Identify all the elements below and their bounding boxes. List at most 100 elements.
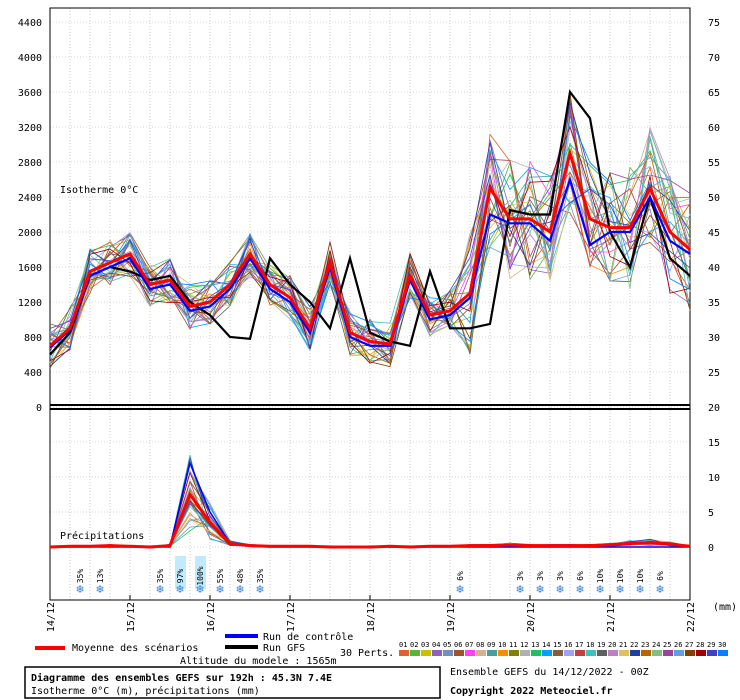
member-legend-label: 20	[608, 641, 616, 649]
y-left-tick-label: 400	[24, 368, 42, 379]
snowflake-icon: ❄	[215, 583, 224, 596]
member-legend-swatch	[663, 650, 673, 656]
snow-prob-label: 6%	[576, 571, 585, 581]
y-left-tick-label: 1200	[18, 298, 42, 309]
member-legend-swatch	[597, 650, 607, 656]
y-right-tick-label: 20	[708, 403, 720, 414]
member-legend-label: 09	[487, 641, 495, 649]
member-legend-swatch	[630, 650, 640, 656]
y-right-tick-label: 75	[708, 18, 720, 29]
member-legend-swatch	[542, 650, 552, 656]
y-left-tick-label: 1600	[18, 263, 42, 274]
y-left-tick-label: 4400	[18, 18, 42, 29]
snowflake-icon: ❄	[95, 583, 104, 596]
y-right-tick-label: 35	[708, 298, 720, 309]
y-right-tick-label: 50	[708, 193, 720, 204]
snow-prob-label: 10%	[616, 569, 625, 584]
snowflake-icon: ❄	[635, 583, 644, 596]
member-legend-swatch	[641, 650, 651, 656]
member-legend-label: 26	[674, 641, 682, 649]
footer-subtitle: Isotherme 0°C (m), précipitations (mm)	[31, 685, 260, 697]
member-line-28	[49, 125, 691, 364]
y-left-tick-label: 2800	[18, 158, 42, 169]
member-legend-swatch	[443, 650, 453, 656]
member-legend-swatch	[498, 650, 508, 656]
y-left-tick-label: 2400	[18, 193, 42, 204]
member-legend-swatch	[718, 650, 728, 656]
legend-control-label: Run de contrôle	[263, 631, 353, 643]
y-left-tick-label: 4000	[18, 53, 42, 64]
member-legend-swatch	[608, 650, 618, 656]
member-legend-swatch	[685, 650, 695, 656]
member-legend-label: 29	[707, 641, 715, 649]
y-right-precip-tick: 10	[708, 473, 720, 484]
snow-prob-label: 35%	[256, 569, 265, 584]
y-right-precip-tick: 0	[708, 543, 714, 554]
snow-prob-label: 100%	[196, 566, 205, 585]
legend-gfs-label: Run GFS	[263, 643, 305, 654]
snow-prob-label: 6%	[656, 571, 665, 581]
member-legend-label: 24	[652, 641, 660, 649]
member-precip-line-08	[49, 503, 691, 548]
x-tick-label: 16/12	[206, 602, 217, 632]
member-legend-swatch	[531, 650, 541, 656]
member-legend-swatch	[520, 650, 530, 656]
member-precip-line-25	[49, 503, 691, 548]
member-legend-swatch	[432, 650, 442, 656]
footer-box	[24, 666, 441, 699]
snowflake-icon: ❄	[455, 583, 464, 596]
snowflake-icon: ❄	[155, 583, 164, 596]
snow-prob-label: 55%	[216, 569, 225, 584]
member-legend-label: 23	[641, 641, 649, 649]
member-legend-label: 17	[575, 641, 583, 649]
member-legend-label: 18	[586, 641, 594, 649]
y-left-tick-label: 2000	[18, 228, 42, 239]
y-right-tick-label: 55	[708, 158, 720, 169]
plot-frame	[49, 7, 691, 601]
snowflake-icon: ❄	[175, 583, 184, 596]
member-legend-label: 21	[619, 641, 627, 649]
snowflake-icon: ❄	[595, 583, 604, 596]
snow-prob-label: 10%	[596, 569, 605, 584]
member-legend-swatch	[421, 650, 431, 656]
member-legend-label: 01	[399, 641, 407, 649]
y-right-tick-label: 45	[708, 228, 720, 239]
snow-prob-label: 6%	[456, 571, 465, 581]
y-right-tick-label: 65	[708, 88, 720, 99]
member-legend-label: 25	[663, 641, 671, 649]
member-legend-label: 28	[696, 641, 704, 649]
y-right-tick-label: 60	[708, 123, 720, 134]
member-legend-label: 27	[685, 641, 693, 649]
y-right-tick-label: 30	[708, 333, 720, 344]
member-legend-swatch	[674, 650, 684, 656]
member-legend-label: 03	[421, 641, 429, 649]
member-legend-swatch	[410, 650, 420, 656]
member-legend-swatch	[487, 650, 497, 656]
member-legend-label: 19	[597, 641, 605, 649]
footer-title: Diagramme des ensembles GEFS sur 192h : …	[31, 672, 332, 684]
x-tick-label: 17/12	[286, 602, 297, 632]
member-legend-label: 07	[465, 641, 473, 649]
member-legend-swatch	[399, 650, 409, 656]
y-left-tick-label: 800	[24, 333, 42, 344]
snowflake-icon: ❄	[235, 583, 244, 596]
member-legend-label: 04	[432, 641, 440, 649]
snowflake-icon: ❄	[535, 583, 544, 596]
snowflake-icon: ❄	[255, 583, 264, 596]
member-legend-swatch	[652, 650, 662, 656]
member-line-04	[49, 139, 691, 350]
snowflake-icon: ❄	[615, 583, 624, 596]
member-legend-label: 14	[542, 641, 550, 649]
x-tick-label: 15/12	[126, 602, 137, 632]
series-line-control	[49, 175, 691, 349]
unit-mm-label: (mm)	[713, 602, 737, 613]
snow-prob-label: 13%	[96, 569, 105, 584]
x-tick-label: 14/12	[46, 602, 57, 632]
member-legend-swatch	[553, 650, 563, 656]
y-left-tick-label: 3200	[18, 123, 42, 134]
member-legend-swatch	[509, 650, 519, 656]
precip-series-line-mean	[49, 491, 691, 549]
snowflake-icon: ❄	[575, 583, 584, 596]
